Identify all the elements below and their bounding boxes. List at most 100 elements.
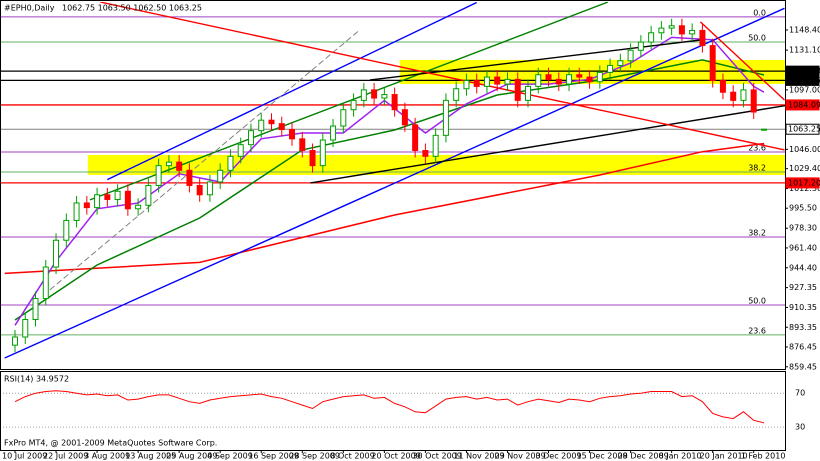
candle-body <box>586 76 593 83</box>
candle-body <box>237 144 244 157</box>
candle-body <box>504 78 511 85</box>
candle-body <box>463 80 470 90</box>
moving-average <box>14 59 765 321</box>
candle-body <box>350 99 357 111</box>
candle-body <box>278 123 285 131</box>
x-tick-label: 16 Sep 2009 <box>248 452 299 461</box>
candle-body <box>535 74 542 87</box>
y-tick-label: 910.35 <box>789 303 817 312</box>
candle-body <box>165 161 172 167</box>
candle-body <box>627 49 634 62</box>
x-tick-label: 28 Sep 2009 <box>289 452 340 461</box>
candle-body <box>94 194 101 209</box>
x-tick-label: 10 Jul 2009 <box>2 452 47 461</box>
rsi-label: RSI(14) 34.9572 <box>4 375 69 384</box>
candle-body <box>658 27 665 34</box>
candle-body <box>596 71 603 83</box>
candle-body <box>104 194 111 200</box>
candle-body <box>12 336 18 346</box>
candle-body <box>340 109 347 127</box>
y-tick-label: 1012.30 <box>789 184 820 193</box>
candle-body <box>73 202 80 221</box>
x-tick-label: 11 Nov 2009 <box>453 452 504 461</box>
x-tick-label: 8 Jan 2010 <box>659 452 702 461</box>
candle-body <box>473 80 480 87</box>
candle-body <box>678 25 685 35</box>
candle-body <box>617 60 624 66</box>
copyright: FxPro MT4, @ 2001-2009 MetaQuotes Softwa… <box>4 439 217 448</box>
rsi-panel <box>0 390 785 428</box>
level-box <box>785 99 820 111</box>
candle-body <box>227 155 234 171</box>
candle-body <box>442 99 449 136</box>
y-tick-label: 859.45 <box>789 362 817 371</box>
candle-body <box>545 74 552 80</box>
fib-label: 0.0 <box>753 8 766 17</box>
candle-body <box>186 169 193 186</box>
level-label: 1017.20 <box>788 178 820 187</box>
candle-body <box>648 32 655 43</box>
x-tick-label: 15 Dec 2009 <box>577 452 628 461</box>
y-tick-label: 1046.00 <box>789 145 820 154</box>
y-tick-label: 876.45 <box>789 342 817 351</box>
candle-body <box>135 204 142 210</box>
x-tick-label: 8 Oct 2009 <box>330 452 374 461</box>
candle-body <box>719 80 726 93</box>
x-tick-label: 20 Oct 2009 <box>371 452 420 461</box>
candle-body <box>309 149 316 167</box>
trendline <box>106 2 478 181</box>
moving-average <box>4 142 765 275</box>
fib-label: 23.6 <box>748 326 766 335</box>
candle-body <box>401 109 408 126</box>
candle-body <box>391 94 398 111</box>
trendline <box>100 2 785 151</box>
candle-body <box>83 202 90 209</box>
candle-body <box>247 130 254 146</box>
fib-label: 50.0 <box>748 33 766 42</box>
level-label: 1105.15 <box>788 76 820 85</box>
candle-body <box>607 64 614 73</box>
candle-body <box>124 190 131 210</box>
candle-body <box>514 78 521 101</box>
rsi-tick-label: 70 <box>795 389 805 398</box>
x-tick-label: 22 Jul 2009 <box>43 452 88 461</box>
candle-body <box>32 298 39 321</box>
candle-body <box>268 119 275 125</box>
candle-body <box>289 129 296 140</box>
candle-body <box>525 85 531 101</box>
candle-body <box>206 181 213 196</box>
x-tick-label: 13 Aug 2009 <box>125 452 176 461</box>
main-panel: 0.0 50.0 23.6 38.2 38.2 50.0 23.6 <box>0 2 785 359</box>
candle-body <box>760 128 767 131</box>
candle-body <box>699 29 706 47</box>
candle-body <box>258 119 265 132</box>
y-tick-label: 1131.10 <box>789 46 820 55</box>
candle-body <box>319 139 326 167</box>
x-tick-label: 4 Sep 2009 <box>207 452 253 461</box>
y-tick-label: 1148.40 <box>789 25 820 34</box>
candle-body <box>176 161 183 171</box>
candle-body <box>371 89 378 99</box>
candle-body <box>637 41 644 51</box>
level-box <box>785 74 820 86</box>
y-tick-label: 944.40 <box>789 263 817 272</box>
candle-body <box>299 138 306 151</box>
candle-body <box>750 89 757 113</box>
y-tick-label: 893.35 <box>789 323 817 332</box>
y-tick-label: 927.35 <box>789 283 817 292</box>
y-tick-label: 1097.00 <box>789 85 820 94</box>
x-tick-label: 30 Oct 2009 <box>412 452 461 461</box>
candle-body <box>494 76 501 85</box>
candle-body <box>217 169 224 183</box>
candle-body <box>668 25 675 29</box>
chart-title: #EPH0,Daily <box>4 4 55 13</box>
candle-body <box>42 266 49 300</box>
header-values: 1062.75 1063.50 1062.50 1063.25 <box>62 4 202 13</box>
trendline <box>369 39 701 81</box>
candle-body <box>709 45 716 82</box>
candle-body <box>566 74 573 85</box>
candle-body <box>196 184 203 196</box>
x-tick-label: 3 Dec 2009 <box>536 452 582 461</box>
candle-body <box>63 219 70 241</box>
